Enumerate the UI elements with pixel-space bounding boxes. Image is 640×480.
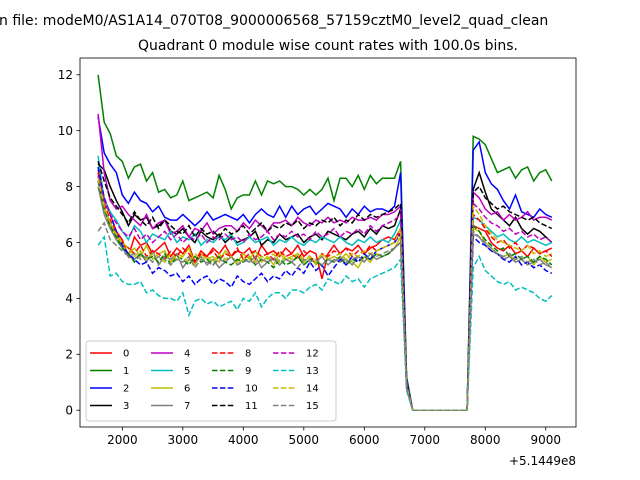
- legend-label-13: 13: [306, 366, 319, 377]
- series-line-2: [97, 116, 553, 411]
- legend-label-9: 9: [245, 366, 251, 377]
- series-line-14: [97, 178, 553, 411]
- legend-box: [85, 340, 337, 422]
- y-tick-label: 0: [65, 404, 73, 418]
- series-line-4: [97, 113, 553, 411]
- legend-label-3: 3: [123, 401, 129, 412]
- legend-label-5: 5: [184, 366, 190, 377]
- series-line-8: [97, 172, 553, 411]
- series-line-0: [97, 169, 553, 411]
- series-lines: [97, 74, 553, 411]
- legend-label-2: 2: [123, 384, 129, 395]
- legend-label-15: 15: [306, 401, 319, 412]
- chart-title: Quadrant 0 module wise count rates with …: [138, 38, 518, 54]
- series-line-15: [97, 221, 553, 411]
- legend-label-14: 14: [306, 384, 319, 395]
- x-tick-label: 6000: [349, 433, 380, 447]
- x-tick-label: 5000: [289, 433, 320, 447]
- series-line-13: [97, 234, 553, 411]
- legend-label-7: 7: [184, 401, 190, 412]
- y-tick-label: 6: [65, 236, 73, 250]
- legend-label-0: 0: [123, 349, 129, 360]
- y-tick-label: 12: [58, 68, 73, 82]
- legend-label-12: 12: [306, 349, 319, 360]
- x-tick-label: 2000: [107, 433, 138, 447]
- series-line-11: [97, 161, 553, 411]
- series-line-1: [97, 74, 553, 411]
- legend-label-8: 8: [245, 349, 251, 360]
- figure-suptitle: n file: modeM0/AS1A14_070T08_9000006568_…: [0, 13, 548, 29]
- legend-label-11: 11: [245, 401, 258, 412]
- y-tick-label: 8: [65, 180, 73, 194]
- y-tick-label: 10: [58, 124, 73, 138]
- legend-label-6: 6: [184, 384, 190, 395]
- y-tick-label: 2: [65, 348, 73, 362]
- series-line-12: [97, 175, 553, 411]
- legend-label-1: 1: [123, 366, 129, 377]
- x-tick-label: 4000: [228, 433, 259, 447]
- x-tick-label: 3000: [168, 433, 199, 447]
- series-line-10: [97, 166, 553, 411]
- legend-label-10: 10: [245, 384, 258, 395]
- y-tick-label: 4: [65, 292, 73, 306]
- plot-area: 2000 3000 4000 5000 6000 7000 8000 900002468101…: [58, 57, 577, 447]
- x-tick-label: 9000: [530, 433, 561, 447]
- x-offset-label: +5.1449e8: [509, 454, 576, 468]
- x-tick-label: 7000: [410, 433, 441, 447]
- x-tick-label: 8000: [470, 433, 501, 447]
- legend-label-4: 4: [184, 349, 190, 360]
